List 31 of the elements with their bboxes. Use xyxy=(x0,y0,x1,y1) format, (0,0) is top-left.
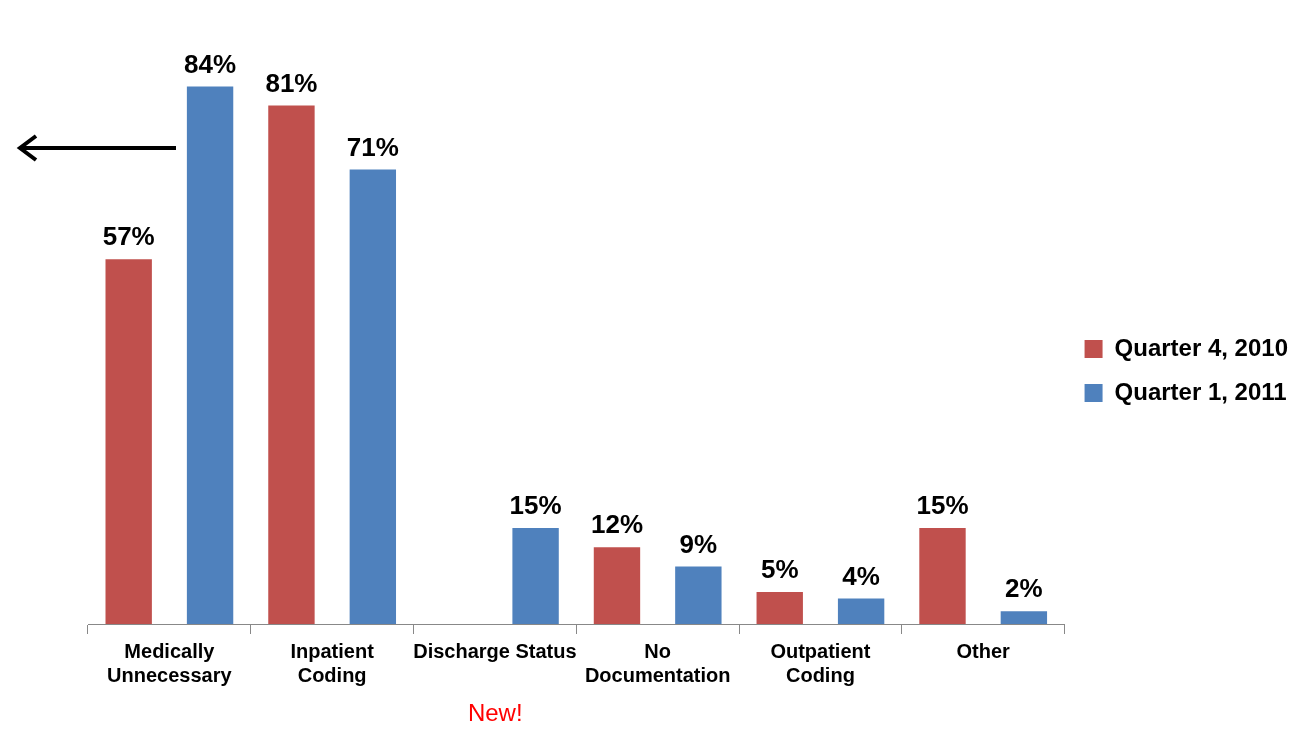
x-tick-label: Discharge Status xyxy=(413,639,577,662)
bar xyxy=(512,528,559,624)
data-label: 15% xyxy=(509,490,562,521)
bar xyxy=(593,547,641,624)
data-label: 9% xyxy=(679,528,718,559)
bar xyxy=(349,169,397,624)
data-label: 4% xyxy=(842,560,880,591)
data-label: 57% xyxy=(102,221,155,252)
data-label: 81% xyxy=(265,67,318,98)
data-label: 84% xyxy=(184,48,237,79)
data-label: 2% xyxy=(1005,573,1043,604)
text: New! xyxy=(467,698,523,726)
bar xyxy=(675,566,722,624)
x-tick-label: Other xyxy=(956,639,1011,662)
bar xyxy=(268,105,315,624)
x-tick-label: No Documentation xyxy=(584,639,731,686)
data-label: 12% xyxy=(590,509,643,540)
x-tick-label: Inpatient Coding xyxy=(290,639,375,686)
bar xyxy=(1000,611,1048,624)
x-tick-label: Medically Unnecessary xyxy=(107,639,233,686)
data-label: 15% xyxy=(916,490,969,521)
bar xyxy=(837,598,885,624)
bar xyxy=(105,259,152,624)
bar xyxy=(186,86,234,624)
legend-label: Quarter 4, 2010 xyxy=(1114,333,1288,361)
data-label: 5% xyxy=(760,554,799,585)
legend-label: Quarter 1, 2011 xyxy=(1114,377,1287,405)
bar xyxy=(756,592,803,624)
x-tick-label: Outpatient Coding xyxy=(770,639,871,686)
bar xyxy=(919,528,966,624)
data-label: 71% xyxy=(346,131,399,162)
